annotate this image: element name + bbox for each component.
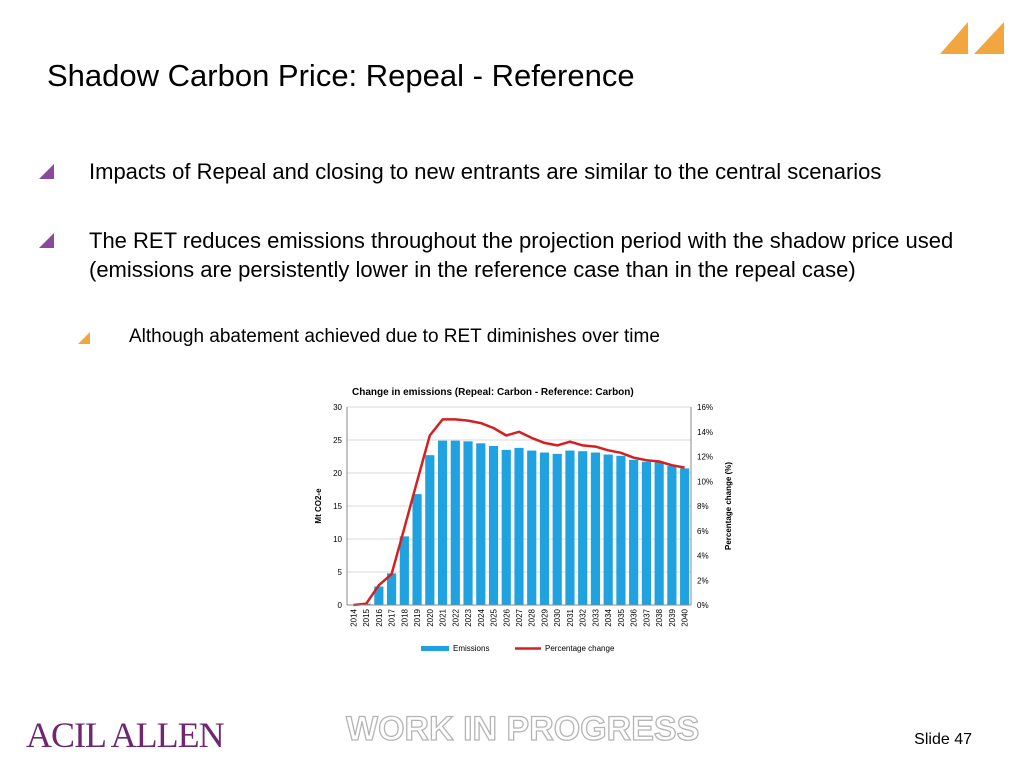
y2-tick-label: 6% xyxy=(697,527,709,536)
y-tick-label: 10 xyxy=(333,535,342,544)
x-tick-label: 2027 xyxy=(515,608,524,626)
legend-label-emissions: Emissions xyxy=(453,644,489,653)
emissions-bar xyxy=(527,450,537,605)
emissions-bar xyxy=(590,452,601,605)
y-tick-label: 25 xyxy=(333,436,342,445)
sub-bullet-item: Although abatement achieved due to RET d… xyxy=(78,324,929,350)
x-tick-label: 2016 xyxy=(375,608,384,626)
x-tick-label: 2031 xyxy=(566,608,575,626)
emissions-bar xyxy=(374,586,384,605)
emissions-bar xyxy=(437,440,448,605)
x-tick-label: 2037 xyxy=(642,608,651,626)
x-tick-label: 2024 xyxy=(477,608,486,626)
y2-tick-label: 4% xyxy=(697,552,709,561)
emissions-bar xyxy=(654,462,664,605)
y-tick-label: 15 xyxy=(333,502,342,511)
emissions-bar xyxy=(399,536,409,605)
bullet-item: The RET reduces emissions throughout the… xyxy=(39,226,989,284)
x-tick-label: 2038 xyxy=(655,608,664,626)
x-tick-label: 2029 xyxy=(540,608,549,626)
emissions-bar xyxy=(578,451,588,605)
x-tick-label: 2022 xyxy=(451,608,460,626)
y-axis-ticks: 0 5 10 15 20 25 30 xyxy=(333,403,342,610)
y2-axis-ticks: 0% 2% 4% 6% 8% 10% 12% 14% 16% xyxy=(697,403,713,610)
x-tick-label: 2025 xyxy=(490,608,499,626)
chart-legend: Emissions Percentage change xyxy=(421,644,615,653)
emissions-bar xyxy=(603,454,613,605)
emissions-bar xyxy=(552,453,562,605)
emissions-bar xyxy=(412,494,422,605)
y-axis-label: Mt CO2-e xyxy=(314,488,323,524)
emissions-bar xyxy=(680,468,690,605)
emissions-bar xyxy=(616,455,626,605)
y2-axis-label: Percentage change (%) xyxy=(724,462,733,550)
emissions-bar xyxy=(476,443,486,605)
emissions-bars xyxy=(361,440,690,605)
bullet-item: Impacts of Repeal and closing to new ent… xyxy=(39,157,989,186)
x-tick-label: 2017 xyxy=(388,608,397,626)
y2-tick-label: 2% xyxy=(697,576,709,585)
x-tick-label: 2033 xyxy=(591,608,600,626)
bullet-text: Although abatement achieved due to RET d… xyxy=(129,326,660,347)
emissions-bar xyxy=(463,441,473,605)
y2-tick-label: 12% xyxy=(697,453,713,462)
triangle-bullet-icon xyxy=(39,164,54,179)
y-tick-label: 5 xyxy=(338,568,343,577)
legend-label-percentage: Percentage change xyxy=(545,644,615,653)
x-tick-label: 2040 xyxy=(681,608,690,626)
x-tick-label: 2019 xyxy=(413,608,422,626)
y2-tick-label: 8% xyxy=(697,502,709,511)
legend-swatch-emissions xyxy=(421,646,449,651)
x-tick-label: 2039 xyxy=(668,608,677,626)
x-tick-label: 2014 xyxy=(349,608,358,626)
percentage-change-line xyxy=(353,418,685,607)
emissions-bar xyxy=(641,461,651,605)
x-tick-label: 2023 xyxy=(464,608,473,626)
emissions-bar xyxy=(425,455,435,605)
x-tick-label: 2026 xyxy=(502,608,511,626)
slide-title: Shadow Carbon Price: Repeal - Reference xyxy=(47,58,635,93)
emissions-bar xyxy=(539,452,550,605)
emissions-bar xyxy=(488,445,499,605)
x-tick-label: 2034 xyxy=(604,608,613,626)
emissions-bar xyxy=(501,449,511,605)
y2-tick-label: 16% xyxy=(697,403,713,412)
company-logo-mark xyxy=(940,22,1004,54)
x-tick-label: 2028 xyxy=(528,608,537,626)
emissions-bar xyxy=(387,573,397,605)
chart-title: Change in emissions (Repeal: Carbon - Re… xyxy=(352,387,634,398)
y-tick-label: 0 xyxy=(338,601,343,610)
y-tick-label: 30 xyxy=(333,403,342,412)
emissions-bar xyxy=(667,465,677,605)
emissions-bar xyxy=(514,447,524,605)
emissions-bar xyxy=(450,440,460,605)
slide-number: Slide 47 xyxy=(914,731,972,748)
y2-tick-label: 0% xyxy=(697,601,709,610)
bullet-text: The RET reduces emissions throughout the… xyxy=(89,228,954,282)
triangle-bullet-icon xyxy=(78,332,90,344)
bullet-text: Impacts of Repeal and closing to new ent… xyxy=(89,159,882,184)
x-tick-label: 2036 xyxy=(630,608,639,626)
x-tick-label: 2035 xyxy=(617,608,626,626)
company-logo: ACIL ALLEN xyxy=(26,715,225,755)
emissions-chart: Change in emissions (Repeal: Carbon - Re… xyxy=(314,387,733,653)
emissions-bar xyxy=(565,450,575,605)
y2-tick-label: 14% xyxy=(697,428,713,437)
x-tick-label: 2015 xyxy=(362,608,371,626)
x-axis-ticks: 2014 2015 2016 2017 2018 2019 2020 2021 2022 2023… xyxy=(349,608,689,626)
emissions-bar xyxy=(629,459,639,605)
x-tick-label: 2021 xyxy=(439,608,448,626)
x-tick-label: 2018 xyxy=(400,608,409,626)
triangle-bullet-icon xyxy=(39,233,54,248)
y2-tick-label: 10% xyxy=(697,477,713,486)
x-tick-label: 2032 xyxy=(579,608,588,626)
watermark: WORK IN PROGRESS xyxy=(345,709,700,748)
x-tick-label: 2020 xyxy=(426,608,435,626)
y-tick-label: 20 xyxy=(333,469,342,478)
x-tick-label: 2030 xyxy=(553,608,562,626)
